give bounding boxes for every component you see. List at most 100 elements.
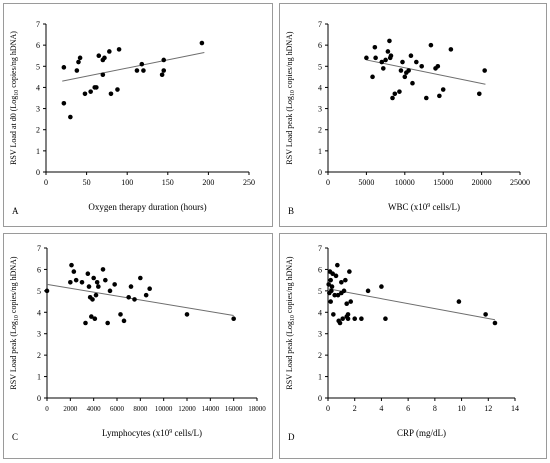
data-point	[90, 297, 95, 302]
x-tick-label: 10000	[395, 178, 415, 187]
x-tick-label: 4000	[87, 405, 102, 413]
data-point	[77, 55, 83, 61]
data-point	[385, 49, 391, 54]
y-axis-label-rest: copies/ng hDNA)	[285, 31, 294, 90]
x-tick-label: 150	[162, 178, 174, 187]
data-point	[61, 65, 67, 70]
data-point	[482, 68, 487, 73]
data-point	[100, 72, 106, 78]
data-point	[330, 271, 335, 277]
y-tick-label: 7	[36, 20, 40, 29]
y-axis-label: RSV Load peak (Log10 copies/ng hDNA)	[285, 31, 296, 165]
x-axis-label: Oxygen therapy duration (hours)	[88, 202, 206, 212]
data-point	[365, 288, 371, 294]
y-axis-label-sub: 10	[290, 90, 296, 96]
data-point	[83, 320, 88, 326]
data-point	[82, 91, 88, 97]
y-axis-label: RSV Load at d0 (Log10 copies/ng hDNA)	[9, 31, 20, 165]
chart-c-svg: 0 2000 4000 6000 8000 10000 12000 14000 16000 180…	[9, 244, 266, 442]
chart-panel-a: 0 50 100 150 200 250 0 1 2 3 4 5 6 7 Oxygen therapy du…	[3, 3, 273, 227]
data-point	[159, 72, 165, 78]
data-point	[343, 277, 348, 283]
x-tick-label: 250	[243, 178, 255, 187]
x-tick-label: 0	[326, 404, 330, 413]
data-point	[184, 312, 190, 317]
data-point	[88, 89, 93, 94]
data-point	[126, 294, 131, 300]
data-point	[390, 95, 395, 101]
x-axis-label: CRP (mg/dL)	[397, 428, 446, 438]
y-axis-label: RSV Load peak (Log10 copies/ng hDNA)	[9, 256, 20, 390]
data-point	[359, 316, 364, 322]
y-tick-label: 3	[37, 330, 41, 339]
data-point	[483, 312, 488, 317]
x-tick-label: 10000	[155, 405, 173, 413]
data-point	[424, 95, 429, 101]
y-tick-label: 6	[318, 41, 322, 50]
panel-label: C	[12, 432, 18, 442]
x-tick-label: 14	[511, 404, 519, 413]
y-tick-label: 0	[318, 394, 322, 403]
data-point	[410, 80, 415, 86]
data-point	[89, 314, 94, 319]
y-tick-label: 0	[318, 168, 322, 177]
y-tick-label: 1	[318, 373, 322, 382]
x-axis-label-text: Oxygen therapy duration (hours)	[88, 202, 206, 212]
y-tick-label: 5	[36, 62, 40, 71]
data-point	[419, 63, 424, 69]
y-axis-label-sub: 10	[290, 315, 296, 321]
y-axis-label-main: RSV Load peak (Log	[285, 321, 294, 390]
data-point	[116, 47, 122, 52]
y-tick-label: 7	[37, 244, 41, 253]
data-point	[402, 74, 408, 80]
data-point	[92, 316, 98, 322]
chart-a-svg: 0 50 100 150 200 250 0 1 2 3 4 5 6 7 Oxygen therapy du…	[9, 20, 255, 216]
data-point	[370, 74, 375, 80]
y-tick-label: 2	[36, 126, 40, 135]
x-tick-label: 8000	[133, 405, 148, 413]
data-point	[326, 282, 331, 287]
x-axis-label-main: WBC (x10	[388, 202, 428, 212]
data-point	[414, 59, 419, 65]
trend-line	[46, 283, 234, 316]
x-tick-label: 100	[121, 178, 133, 187]
data-point	[339, 279, 344, 285]
y-tick-label: 6	[37, 265, 41, 274]
data-point	[335, 262, 340, 268]
data-point	[331, 312, 336, 317]
panel-label: D	[288, 432, 295, 442]
panel-label: B	[288, 206, 294, 216]
data-point	[103, 277, 108, 283]
data-point	[437, 93, 442, 99]
data-point	[364, 55, 369, 61]
data-point	[115, 87, 120, 92]
y-axis-label-rest: copies/ng hDNA)	[9, 31, 18, 90]
y-tick-label: 5	[318, 62, 322, 71]
data-point	[44, 288, 50, 294]
data-point	[328, 299, 333, 304]
x-tick-label: 2000	[63, 405, 78, 413]
x-tick-label: 6000	[110, 405, 125, 413]
data-point	[340, 316, 345, 322]
data-point	[348, 299, 354, 304]
data-point	[406, 68, 411, 73]
data-point	[329, 284, 335, 289]
trend-line	[327, 288, 496, 321]
data-point	[143, 292, 149, 298]
y-tick-label: 1	[37, 373, 41, 382]
chart-panel-c: 0 2000 4000 6000 8000 10000 12000 14000 16000 180…	[3, 233, 273, 459]
data-point	[138, 275, 143, 281]
x-tick-label: 200	[202, 178, 214, 187]
data-point	[108, 91, 114, 97]
x-axis-label: WBC (x109 cells/L)	[388, 202, 460, 212]
y-tick-label: 2	[318, 126, 322, 135]
data-point	[100, 267, 106, 272]
y-tick-label: 5	[318, 287, 322, 296]
y-axis-label-sub: 10	[14, 90, 20, 96]
data-point	[388, 53, 394, 59]
y-tick-label: 4	[36, 83, 40, 92]
data-point	[132, 297, 137, 302]
data-point	[91, 275, 96, 281]
data-point	[71, 269, 77, 274]
